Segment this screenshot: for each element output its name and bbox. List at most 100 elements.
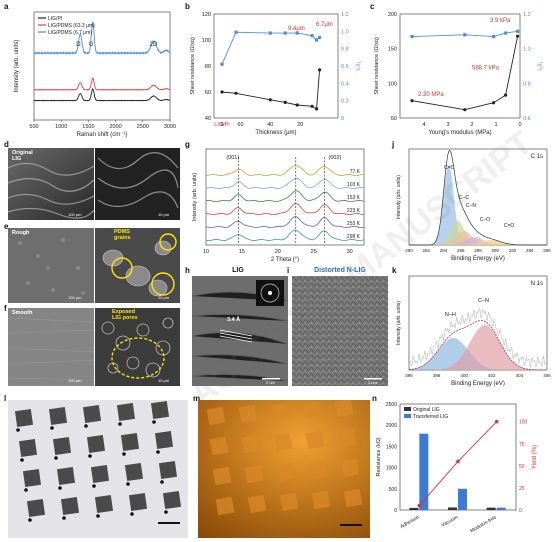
panel-label-e: e	[4, 222, 9, 231]
via-dot	[118, 422, 122, 426]
via-dot	[96, 514, 100, 518]
x-tick-label: 288	[474, 248, 482, 253]
bar	[458, 488, 467, 510]
x-tick-label: 40	[267, 122, 273, 128]
x-tick-label: LIG/PI	[214, 122, 230, 128]
component-label: C–N	[466, 203, 476, 209]
data-point	[410, 99, 414, 103]
series-label: 77 K	[350, 169, 361, 175]
y2-tick-label: 50	[519, 464, 525, 470]
electrode-pad	[308, 460, 328, 480]
sem-d-texture	[8, 148, 180, 220]
data-point	[283, 31, 287, 35]
via-dot	[20, 458, 24, 462]
x-tick-label: 1000	[55, 124, 67, 130]
chart-a: 500 1000 1500 2000 2500 3000 Raman shift (cm⁻¹…	[14, 11, 176, 138]
component-label: C–N	[478, 298, 489, 304]
via-dot	[54, 456, 58, 460]
electrode-pad	[52, 436, 72, 456]
data-point	[516, 34, 520, 38]
panel-label-d: d	[4, 140, 9, 149]
peak-label: G	[89, 42, 94, 48]
tem-lig: 3.4 Å 2 nm	[192, 276, 288, 386]
x-tick-label: 406	[543, 373, 551, 378]
sem-d-scale-right: 10 μm	[158, 212, 170, 217]
x-tick-label: 286	[457, 248, 465, 253]
panel-label-b: b	[185, 2, 190, 11]
data-point	[492, 34, 496, 39]
y-tick-label: 100	[388, 81, 397, 87]
data-point	[410, 34, 414, 39]
x-tick-label: 290	[491, 248, 499, 253]
via-dot	[122, 452, 126, 456]
plot-frame	[213, 13, 339, 119]
y-axis-label: Intensity (arb. units)	[396, 301, 402, 345]
y-axis-label: Sheet resistance (Ω/sq)	[374, 37, 380, 95]
x-tick-label: 292	[509, 248, 517, 253]
x-tick-label: 2500	[137, 124, 149, 130]
yield-point	[456, 459, 460, 464]
panel-label-i: i	[287, 266, 290, 275]
electrode-pad	[311, 490, 331, 510]
data-point	[268, 98, 272, 102]
photo-m-scalebar	[340, 524, 362, 526]
series-line	[205, 165, 365, 177]
tem-i-scale: 2 nm	[368, 380, 377, 385]
series-line	[33, 21, 171, 55]
yield-point	[494, 419, 499, 424]
electrode-pad	[340, 458, 360, 478]
y2-tick-label: 0.6	[523, 116, 531, 122]
data-point	[463, 33, 467, 37]
via-dot	[24, 488, 28, 492]
series-line	[221, 69, 321, 110]
electrode-pad	[124, 462, 144, 482]
via-dot	[62, 516, 66, 520]
sem-f-texture	[8, 308, 180, 386]
sem-e-scale-right: 10 μm	[158, 295, 170, 300]
series-label: 103 K	[347, 182, 361, 188]
legend-swatch	[404, 414, 411, 418]
data-point	[463, 108, 467, 112]
data-point	[234, 91, 238, 95]
y-tick-label: 0	[394, 508, 397, 514]
electrode-pad	[270, 402, 290, 422]
electrode-pad	[276, 462, 296, 482]
electrode-pad	[158, 460, 178, 480]
y-tick-label: 1500	[386, 444, 397, 450]
x-tick-label: 25	[311, 249, 317, 255]
x-axis-label: Thickness (μm)	[255, 130, 296, 136]
electrode-pad	[273, 432, 293, 452]
y2-axis-label: Yield (%)	[532, 445, 538, 469]
component-label: N–H	[445, 312, 456, 318]
data-point	[317, 35, 322, 39]
data-point	[314, 107, 319, 111]
x-tick-label: 3	[446, 122, 449, 128]
x-axis-label: Binding Energy (eV)	[451, 381, 505, 387]
data-point	[295, 103, 299, 107]
sem-e-annotation: PDMS grains	[114, 229, 131, 241]
chart-n: 0 500 1000 1500 2000 2500 Resistance (kΩ) 0 25 50…	[376, 402, 538, 534]
component-area	[409, 240, 547, 245]
electrode-pad	[60, 496, 80, 516]
x-tick-label: Modulus-free	[469, 514, 497, 534]
legend-swatch	[404, 407, 411, 411]
photo-transferred-array-white	[8, 400, 188, 538]
x-tick-label: 10	[203, 249, 209, 255]
electrode-pad	[209, 436, 229, 456]
x-tick-label: 2000	[109, 124, 121, 130]
sem-rough: Rough PDMS grains 100 μm 10 μm	[8, 228, 180, 303]
sem-f-annotation: Exposed LIG pores	[112, 309, 138, 321]
x-tick-label: 280	[405, 248, 413, 253]
sem-f-scale-right: 10 μm	[158, 378, 170, 383]
peak-label: (001)	[226, 155, 239, 161]
electrode-pad	[241, 434, 261, 454]
y2-tick-label: 0.6	[341, 64, 349, 70]
electrode-pad	[86, 434, 106, 454]
data-point	[504, 31, 508, 35]
electrode-pad	[56, 466, 76, 486]
electrode-pad	[337, 428, 357, 448]
data-point	[317, 68, 322, 72]
electrode-pad	[82, 404, 102, 424]
panel-label-h: h	[185, 266, 190, 275]
x-tick-label: 1500	[82, 124, 94, 130]
